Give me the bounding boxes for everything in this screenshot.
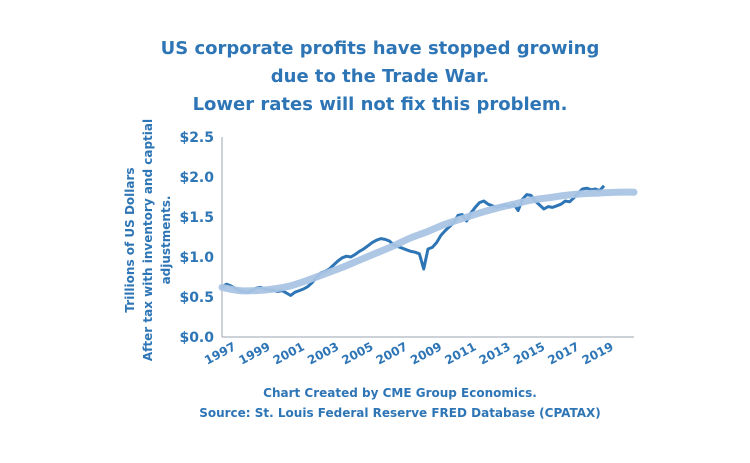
- x-tick-label: 2019: [580, 339, 616, 367]
- x-tick-label: 1999: [236, 339, 272, 367]
- chart-source: Source: St. Louis Federal Reserve FRED D…: [199, 406, 601, 420]
- y-tick-label: $1.5: [179, 210, 214, 226]
- y-tick-label: $2.0: [179, 170, 214, 186]
- x-tick-label: 2009: [408, 339, 444, 367]
- chart-title-line-3: Lower rates will not fix this problem.: [192, 94, 568, 115]
- x-tick-label: 2017: [545, 339, 581, 367]
- tick-labels: $0.0$0.5$1.0$1.5$2.0$2.51997199920012003…: [179, 130, 615, 367]
- x-tick-label: 2013: [477, 339, 513, 367]
- axes: [221, 137, 634, 338]
- x-tick-label: 2007: [374, 339, 410, 367]
- series-layer: [218, 184, 638, 297]
- y-tick-label: $1.0: [179, 250, 214, 266]
- chart-title-line-1: US corporate profits have stopped growin…: [160, 38, 600, 59]
- y-tick-label: $0.5: [179, 290, 214, 306]
- profits-series-line: [221, 184, 606, 297]
- y-tick-label: $2.5: [179, 130, 214, 146]
- y-tick-label: $0.0: [179, 330, 214, 346]
- x-tick-label: 2015: [511, 339, 547, 367]
- trend-series-line: [218, 188, 638, 295]
- chart-title-line-2: due to the Trade War.: [270, 66, 490, 87]
- x-tick-label: 2005: [339, 339, 375, 367]
- x-tick-label: 2003: [305, 339, 341, 367]
- x-tick-label: 2001: [271, 339, 307, 367]
- x-tick-label: 2011: [442, 339, 478, 367]
- chart-credit: Chart Created by CME Group Economics.: [263, 386, 537, 400]
